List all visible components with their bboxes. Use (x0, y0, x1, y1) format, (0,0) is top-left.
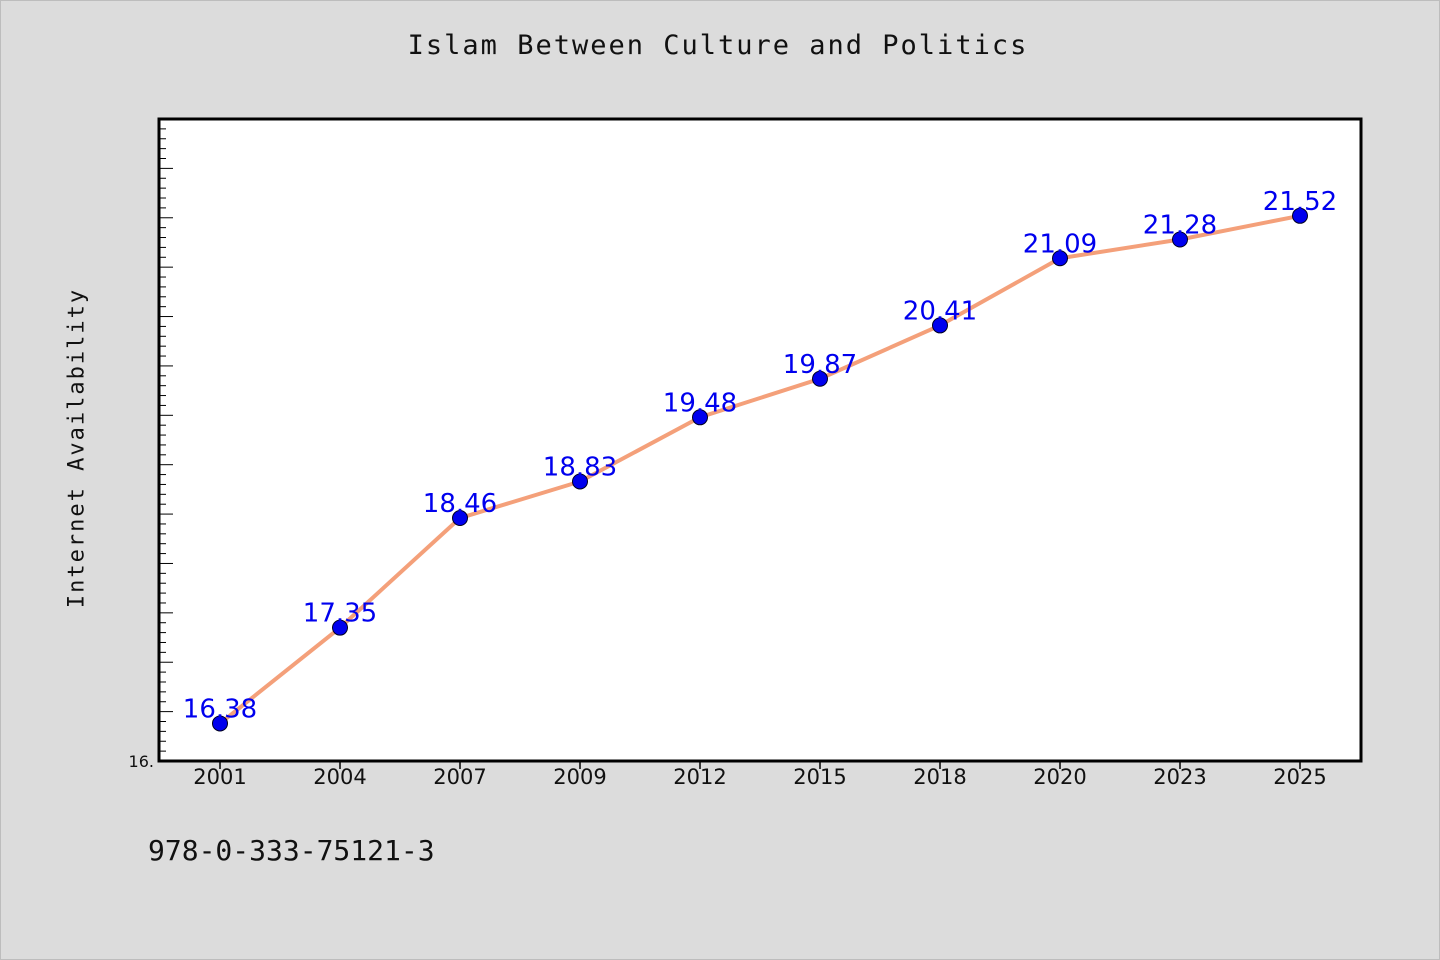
isbn-text: 978-0-333-75121-3 (148, 834, 435, 867)
data-point (692, 409, 708, 426)
data-point (572, 473, 588, 490)
data-label: 16.38 (183, 694, 257, 724)
data-label: 18.46 (423, 489, 497, 519)
x-tick-label: 2020 (1033, 765, 1086, 789)
data-label: 19.48 (663, 388, 737, 418)
series-layer: 16.38 17.35 18.46 18.83 19.48 19.87 20.41 21.09… (183, 187, 1337, 732)
data-label: 21.52 (1263, 187, 1337, 217)
y-axis-ticks: 16. (129, 128, 173, 771)
y-tick-label: 16. (129, 752, 154, 771)
x-tick-label: 2009 (553, 765, 606, 789)
data-point (812, 370, 828, 387)
data-point (1052, 250, 1068, 267)
data-label: 21.28 (1143, 210, 1217, 240)
x-tick-label: 2023 (1153, 765, 1206, 789)
data-point (452, 510, 468, 527)
x-axis-ticks: 2001 2004 2007 2009 2012 2015 2018 2020 2023 2025 (193, 761, 1327, 789)
series-line (218, 213, 1302, 726)
x-tick-label: 2007 (433, 765, 486, 789)
data-point (1292, 207, 1308, 224)
chart-title: Islam Between Culture and Politics (407, 30, 1029, 61)
data-point (332, 619, 348, 636)
data-label: 17.35 (303, 599, 377, 629)
x-tick-label: 2025 (1273, 765, 1326, 789)
data-point (932, 317, 948, 334)
x-tick-label: 2012 (673, 765, 726, 789)
data-label: 21.09 (1023, 229, 1097, 259)
x-tick-label: 2001 (193, 765, 246, 789)
x-tick-label: 2015 (793, 765, 846, 789)
data-label: 20.41 (903, 296, 977, 326)
x-tick-label: 2004 (313, 765, 366, 789)
x-tick-label: 2018 (913, 765, 966, 789)
plot-area (157, 117, 1363, 763)
data-label: 18.83 (543, 452, 617, 482)
data-point (1172, 231, 1188, 248)
data-label: 19.87 (783, 350, 857, 380)
data-point (212, 715, 228, 732)
